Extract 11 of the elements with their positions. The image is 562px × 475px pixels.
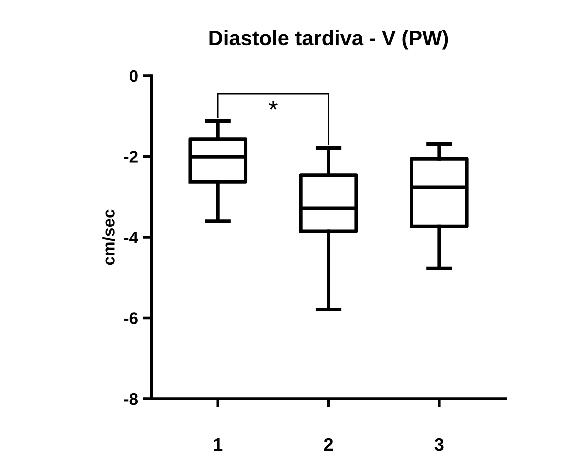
y-tick-label: -8	[124, 393, 138, 406]
y-tick-label: -6	[124, 312, 138, 324]
x-tick-label: 1	[214, 438, 223, 451]
y-tick-label: -2	[124, 151, 138, 163]
x-tick-label: 3	[434, 438, 444, 452]
y-axis-title: cm/sec	[102, 210, 116, 266]
y-tick-label: 0	[130, 70, 138, 82]
annotation: *	[268, 101, 278, 110]
y-tick-label: -4	[124, 232, 138, 244]
x-tick-label: 2	[324, 438, 334, 451]
chart-title: Diastole tardiva - V (PW)	[210, 30, 448, 50]
